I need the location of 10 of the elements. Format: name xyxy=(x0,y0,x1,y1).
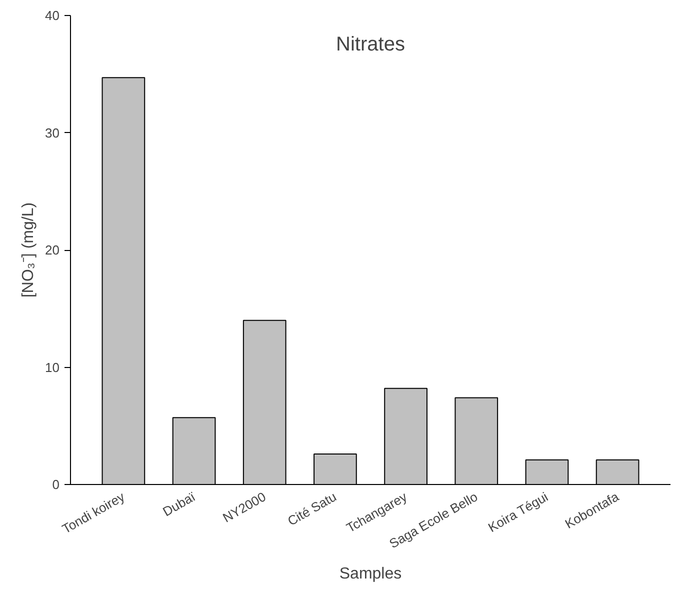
y-tick-label: 30 xyxy=(45,125,60,140)
x-tick-label: Koira Tégui xyxy=(486,489,551,536)
x-tick-label: Cité Satu xyxy=(285,488,339,529)
text: Nitrates xyxy=(336,34,405,56)
y-tick-label: 0 xyxy=(52,477,60,492)
x-axis-title: Samples xyxy=(339,566,402,583)
y-tick-label: 40 xyxy=(45,8,60,23)
y-tick-label: 10 xyxy=(45,360,60,375)
y-axis-title: [NO₃⁻] (mg/L) xyxy=(20,202,38,298)
y-tick-label: 20 xyxy=(45,242,60,258)
